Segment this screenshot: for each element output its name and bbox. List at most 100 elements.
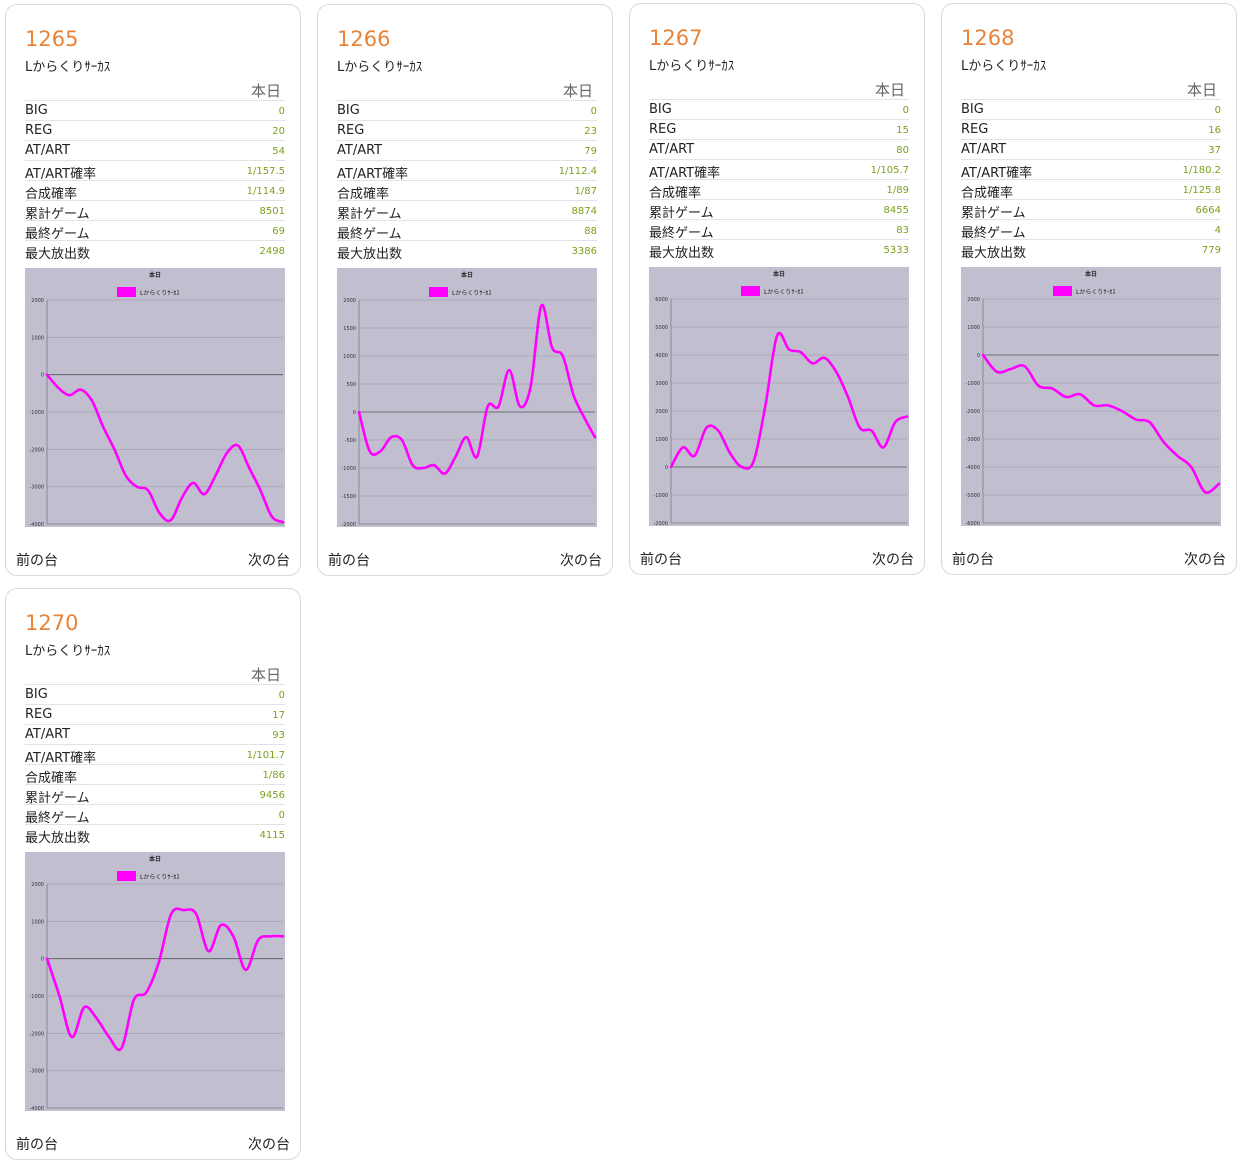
legend-swatch: [117, 287, 136, 297]
chart-background: [961, 267, 1221, 526]
y-tick-label: 3000: [655, 381, 668, 387]
machine-card-1267: 1267 Lからくりｻｰｶｽ 本日 BIG 0 REG 15 AT/ART 80 AT…: [629, 3, 925, 575]
stat-label: 最終ゲーム: [25, 227, 90, 242]
stat-label: 合成確率: [25, 187, 78, 202]
stat-value: 1/87: [574, 186, 597, 197]
chart-title: 本日: [149, 855, 161, 863]
next-machine-link[interactable]: 次の台: [248, 1137, 290, 1153]
machine-number[interactable]: 1266: [337, 27, 391, 51]
machine-card-1265: 1265 Lからくりｻｰｶｽ 本日 BIG 0 REG 20 AT/ART 54 AT…: [5, 4, 301, 576]
y-tick-label: -5000: [965, 493, 980, 499]
stat-row-big: BIG 0: [337, 100, 597, 120]
prev-machine-link[interactable]: 前の台: [328, 553, 370, 569]
stat-label: AT/ART確率: [649, 166, 721, 181]
stat-label: 最大放出数: [337, 247, 403, 262]
stat-value: 79: [584, 146, 597, 157]
y-tick-label: 2000: [31, 882, 44, 888]
y-tick-label: -2000: [965, 409, 980, 415]
stat-value: 1/125.8: [1182, 185, 1221, 196]
today-header: 本日: [874, 81, 905, 99]
stat-row-combined-prob: 合成確率 1/125.8: [961, 179, 1221, 201]
stat-label: 最終ゲーム: [25, 811, 90, 826]
stat-label: BIG: [961, 102, 984, 117]
stat-row-last-game: 最終ゲーム 0: [25, 804, 285, 826]
y-tick-label: -1000: [341, 466, 356, 472]
prev-machine-link[interactable]: 前の台: [16, 1137, 58, 1153]
y-tick-label: -4000: [29, 1106, 44, 1111]
y-tick-label: 4000: [655, 353, 668, 359]
y-tick-label: -3000: [965, 437, 980, 443]
stat-value: 9456: [259, 790, 285, 801]
stat-row-reg: REG 20: [25, 120, 285, 140]
stat-label: AT/ART確率: [337, 167, 409, 182]
stat-label: AT/ART: [25, 143, 71, 158]
stat-label: AT/ART確率: [25, 167, 97, 182]
stat-row-total-games: 累計ゲーム 6664: [961, 199, 1221, 221]
y-tick-label: 1000: [655, 437, 668, 443]
stat-row-total-games: 累計ゲーム 9456: [25, 784, 285, 806]
y-tick-label: 2000: [343, 298, 356, 304]
prev-machine-link[interactable]: 前の台: [952, 552, 994, 568]
machine-number[interactable]: 1267: [649, 26, 703, 50]
chart-svg: 本日 Lからくりｻｰｶｽ 2000 1000 0 -1000 -2000 -3000 -4000: [25, 852, 285, 1111]
chart-title: 本日: [461, 271, 473, 279]
stat-row-max-payout: 最大放出数 4115: [25, 824, 285, 846]
machine-number[interactable]: 1265: [25, 27, 79, 51]
stat-label: 最終ゲーム: [961, 226, 1026, 241]
next-machine-link[interactable]: 次の台: [560, 553, 602, 569]
stat-row-reg: REG 16: [961, 119, 1221, 139]
legend-label: Lからくりｻｰｶｽ: [1076, 289, 1115, 296]
y-tick-label: 2000: [967, 297, 980, 303]
stats-table: BIG 0 REG 20 AT/ART 54 AT/ART確率 1/157.5 合成確率…: [25, 100, 285, 262]
stat-label: 累計ゲーム: [25, 791, 90, 806]
stat-value: 4: [1214, 225, 1221, 236]
prev-machine-link[interactable]: 前の台: [16, 553, 58, 569]
stat-row-at: AT/ART 93: [25, 724, 285, 744]
stat-row-at-prob: AT/ART確率 1/105.7: [649, 159, 909, 181]
today-header: 本日: [1186, 81, 1217, 99]
stat-value: 93: [272, 730, 285, 741]
y-tick-label: -500: [345, 438, 356, 444]
y-tick-label: -3000: [29, 485, 44, 491]
prev-machine-link[interactable]: 前の台: [640, 552, 682, 568]
chart-background: [649, 267, 909, 526]
machine-number[interactable]: 1268: [961, 26, 1015, 50]
machine-model: Lからくりｻｰｶｽ: [961, 59, 1047, 74]
stat-label: REG: [25, 123, 53, 138]
stat-value: 779: [1201, 245, 1221, 256]
stat-label: REG: [961, 122, 989, 137]
stats-table: BIG 0 REG 15 AT/ART 80 AT/ART確率 1/105.7 合成確率…: [649, 99, 909, 261]
stat-row-last-game: 最終ゲーム 88: [337, 220, 597, 242]
y-tick-label: -2000: [341, 522, 356, 527]
y-tick-label: 0: [41, 957, 44, 963]
stat-row-reg: REG 15: [649, 119, 909, 139]
today-header: 本日: [250, 82, 281, 100]
today-header: 本日: [562, 82, 593, 100]
stat-label: REG: [649, 122, 677, 137]
stat-row-big: BIG 0: [25, 684, 285, 704]
stat-value: 20: [272, 126, 285, 137]
stat-row-combined-prob: 合成確率 1/87: [337, 180, 597, 202]
stat-value: 1/114.9: [246, 186, 285, 197]
today-header: 本日: [250, 666, 281, 684]
stat-label: 最大放出数: [25, 247, 91, 262]
legend-label: Lからくりｻｰｶｽ: [764, 289, 803, 296]
stat-value: 0: [278, 106, 285, 117]
y-tick-label: 1000: [31, 919, 44, 925]
stat-label: 累計ゲーム: [337, 207, 402, 222]
machine-model: Lからくりｻｰｶｽ: [337, 60, 423, 75]
stat-value: 54: [272, 146, 285, 157]
next-machine-link[interactable]: 次の台: [872, 552, 914, 568]
machine-number[interactable]: 1270: [25, 611, 79, 635]
stat-label: 累計ゲーム: [25, 207, 90, 222]
stat-value: 1/101.7: [246, 750, 285, 761]
stat-row-big: BIG 0: [649, 99, 909, 119]
next-machine-link[interactable]: 次の台: [1184, 552, 1226, 568]
stat-value: 0: [1214, 105, 1221, 116]
next-machine-link[interactable]: 次の台: [248, 553, 290, 569]
machine-card-1268: 1268 Lからくりｻｰｶｽ 本日 BIG 0 REG 16 AT/ART 37 AT…: [941, 3, 1237, 575]
y-tick-label: -2000: [29, 1031, 44, 1037]
stat-label: BIG: [649, 102, 672, 117]
stat-row-big: BIG 0: [25, 100, 285, 120]
stat-value: 17: [272, 710, 285, 721]
